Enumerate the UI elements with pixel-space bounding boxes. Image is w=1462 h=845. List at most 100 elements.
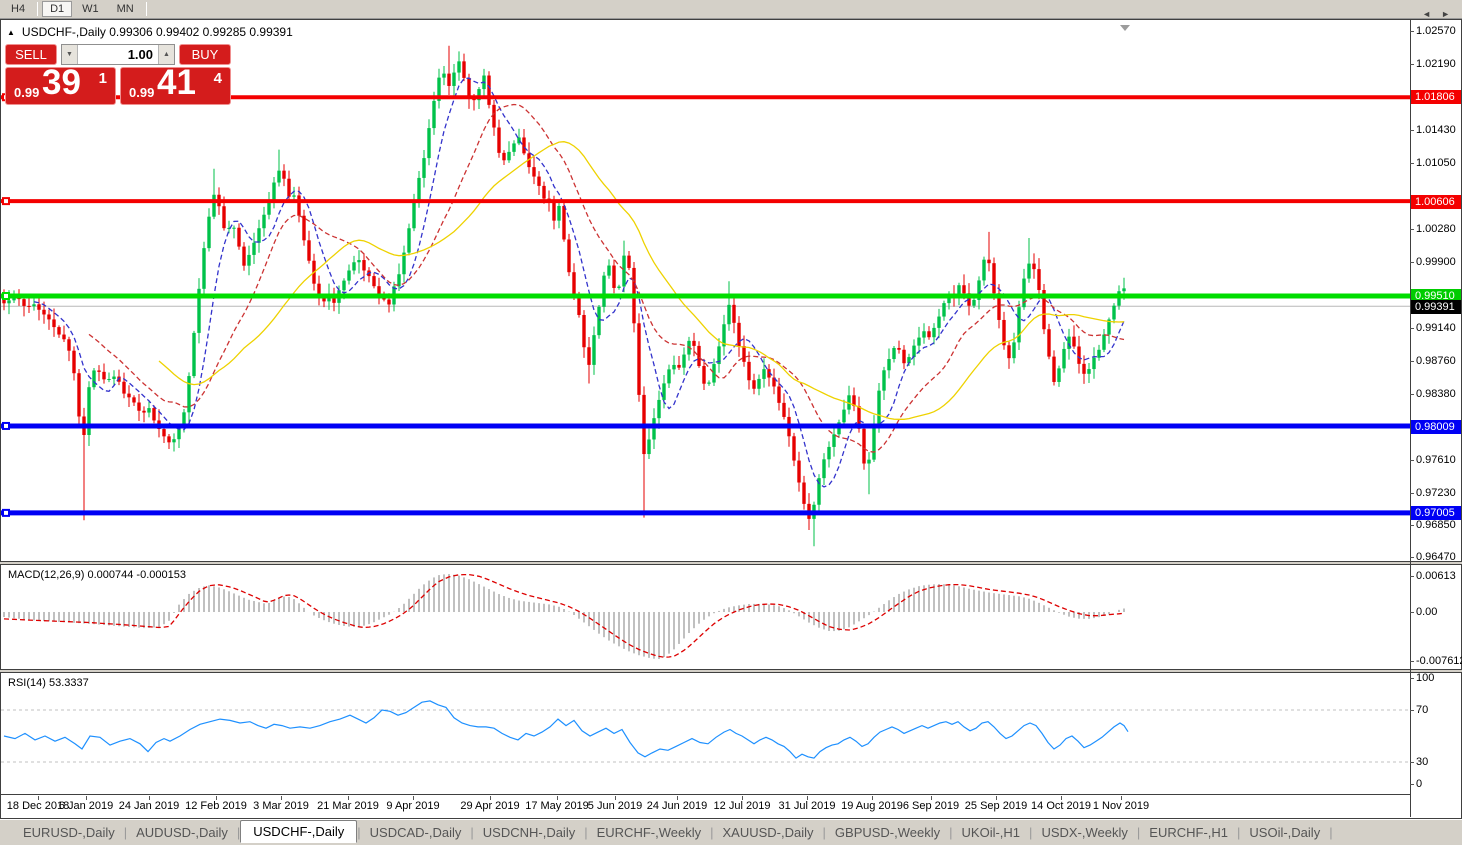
axis-tick-mark [1410, 229, 1414, 230]
chart-tab-usdx-weekly[interactable]: USDX-,Weekly [1041, 825, 1128, 840]
tab-scroll-right-icon[interactable]: ► [1441, 9, 1450, 19]
date-tick-mark [931, 796, 932, 800]
sell-price-pip: 1 [98, 70, 107, 87]
chart-tab-usdcad-daily[interactable]: USDCAD-,Daily [369, 825, 462, 840]
date-tick-mark [996, 796, 997, 800]
axis-tick-mark [1410, 493, 1414, 494]
chart-tab-ukoil-h1[interactable]: UKOil-,H1 [961, 825, 1021, 840]
price-level-badge: 1.01806 [1411, 90, 1461, 104]
sell-button[interactable]: SELL [5, 44, 57, 65]
candlestick-series [2, 45, 1126, 547]
date-axis-label: 12 Feb 2019 [185, 800, 247, 812]
chart-title: ▲ USDCHF-,Daily 0.99306 0.99402 0.99285 0… [7, 25, 293, 39]
date-axis-label: 18 Dec 2018 [6, 800, 70, 812]
price-axis-tick-label: 0.96470 [1416, 551, 1456, 563]
tab-separator: | [1136, 825, 1141, 840]
date-tick-mark [38, 796, 39, 800]
one-click-collapse-icon[interactable]: ▲ [7, 28, 15, 37]
axis-tick-mark [1410, 576, 1414, 577]
timeframe-button-mn[interactable]: MN [116, 3, 134, 15]
one-click-trading-panel: SELL ▼ ▲ BUY 0.99 39 1 0.99 41 4 [5, 44, 231, 105]
sell-price-prefix: 0.99 [14, 85, 40, 100]
chart-tab-eurusd-daily[interactable]: EURUSD-,Daily [23, 825, 115, 840]
date-tick-mark [557, 796, 558, 800]
tab-separator: | [123, 825, 128, 840]
price-axis-border [1410, 20, 1411, 817]
buy-price-button[interactable]: 0.99 41 4 [120, 63, 231, 105]
pane-border [0, 794, 1410, 795]
date-tick-mark [413, 796, 414, 800]
date-tick-mark [86, 796, 87, 800]
volume-stepper: ▼ ▲ [61, 44, 175, 65]
axis-tick-mark [1410, 661, 1414, 662]
date-tick-mark [490, 796, 491, 800]
chart-tab-xauusd-daily[interactable]: XAUUSD-,Daily [722, 825, 814, 840]
chart-tab-usdcnh-daily[interactable]: USDCNH-,Daily [482, 825, 576, 840]
price-pane[interactable] [1, 21, 1410, 561]
axis-tick-mark [1410, 612, 1414, 613]
chart-tab-eurchf-weekly[interactable]: EURCHF-,Weekly [596, 825, 702, 840]
macd-pane[interactable] [1, 565, 1410, 669]
price-axis-tick-label: 0.98760 [1416, 355, 1456, 367]
horizontal-level-line[interactable] [1, 508, 1410, 517]
price-level-badge: 0.99391 [1411, 300, 1461, 314]
timeframe-button-h4[interactable]: H4 [11, 3, 26, 15]
buy-price-prefix: 0.99 [129, 85, 155, 100]
date-axis-label: 31 Jul 2019 [778, 800, 836, 812]
tab-separator: | [470, 825, 474, 840]
rsi-axis-tick-label: 0 [1416, 778, 1423, 790]
ma-fast-line [33, 77, 1125, 488]
sell-price-button[interactable]: 0.99 39 1 [5, 63, 116, 105]
rsi-line [3, 700, 1129, 759]
macd-axis-tick-label: -0.0076125 [1416, 655, 1462, 667]
date-tick-mark [1121, 796, 1122, 800]
pane-separator[interactable] [0, 561, 1462, 565]
chart-tab-audusd-daily[interactable]: AUDUSD-,Daily [136, 825, 228, 840]
toolbar-separator [37, 2, 39, 16]
chart-tab-gbpusd-weekly[interactable]: GBPUSD-,Weekly [834, 825, 941, 840]
volume-input[interactable] [78, 45, 158, 64]
timeframe-button-d1[interactable]: D1 [42, 1, 73, 17]
pane-separator[interactable] [0, 669, 1462, 673]
timeframe-buttons: H4 D1 W1 MN [2, 1, 150, 17]
axis-tick-mark [1410, 525, 1414, 526]
chart-shift-marker-icon[interactable] [1120, 25, 1130, 31]
price-axis-tick-label: 0.97230 [1416, 487, 1456, 499]
chart-tab-eurchf-h1[interactable]: EURCHF-,H1 [1149, 825, 1229, 840]
tab-scroll-controls: ◄ ► [1422, 8, 1450, 20]
macd-axis-tick-label: 0.00613 [1416, 570, 1456, 582]
macd-signal-line [3, 573, 1125, 658]
axis-tick-mark [1410, 31, 1414, 32]
price-level-badge: 0.97005 [1411, 506, 1461, 520]
date-axis-label: 17 May 2019 [525, 800, 589, 812]
chart-tab-usdchf-daily[interactable]: USDCHF-,Daily [240, 820, 358, 843]
rsi-pane[interactable] [1, 673, 1410, 794]
date-tick-mark [348, 796, 349, 800]
timeframe-button-w1[interactable]: W1 [82, 3, 99, 15]
horizontal-level-line[interactable] [1, 292, 1410, 300]
date-axis-label: 14 Oct 2019 [1031, 800, 1091, 812]
buy-button[interactable]: BUY [179, 44, 231, 65]
volume-increase-button[interactable]: ▲ [158, 45, 174, 64]
tab-scroll-left-icon[interactable]: ◄ [1422, 9, 1432, 19]
volume-decrease-button[interactable]: ▼ [62, 45, 78, 64]
date-tick-mark [677, 796, 678, 800]
tab-separator: | [949, 825, 953, 840]
price-axis-tick-label: 0.99900 [1416, 256, 1456, 268]
horizontal-level-line[interactable] [1, 197, 1410, 206]
date-axis[interactable]: 18 Dec 2018 6 Jan 2019 24 Jan 2019 12 Feb 2… [1, 796, 1410, 818]
rsi-indicator-label: RSI(14) 53.3337 [8, 677, 89, 689]
timeframe-toolbar: H4 D1 W1 MN [0, 0, 1462, 19]
horizontal-level-line[interactable] [1, 421, 1410, 430]
price-axis-tick-label: 1.01430 [1416, 124, 1456, 136]
date-axis-label: 19 Aug 2019 [841, 800, 903, 812]
axis-tick-mark [1410, 762, 1414, 763]
date-tick-mark [872, 796, 873, 800]
price-axis-tick-label: 0.97610 [1416, 454, 1456, 466]
tab-separator: | [584, 825, 588, 840]
tab-separator: | [1029, 825, 1033, 840]
axis-tick-mark [1410, 262, 1414, 263]
date-tick-mark [742, 796, 743, 800]
chart-tab-usoil-daily[interactable]: USOil-,Daily [1249, 825, 1321, 840]
